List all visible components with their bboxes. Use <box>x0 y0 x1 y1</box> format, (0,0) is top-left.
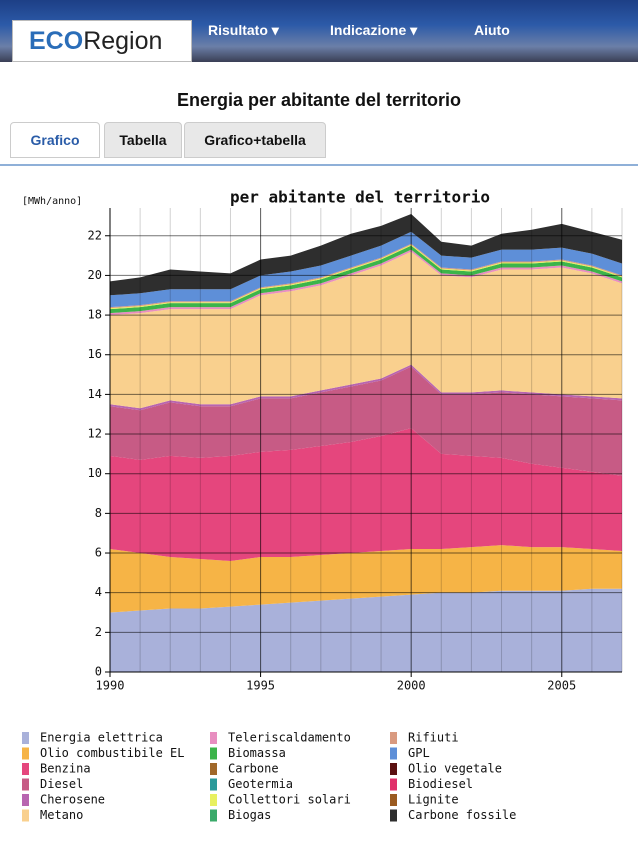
legend-swatch <box>22 763 29 775</box>
x-tick-label: 1995 <box>246 679 275 693</box>
legend-label: Energia elettrica <box>40 731 163 745</box>
legend-label: Olio combustibile EL <box>40 746 185 760</box>
app-header: ECORegion Risultato ▾ Indicazione ▾ Aiut… <box>0 0 638 62</box>
y-tick-label: 2 <box>95 625 102 639</box>
legend-swatch <box>390 779 397 791</box>
legend-swatch <box>210 810 217 822</box>
legend-label: Carbone fossile <box>408 808 516 822</box>
legend-swatch <box>390 810 397 822</box>
legend-label: Lignite <box>408 793 459 807</box>
legend-label: Biomassa <box>228 746 286 760</box>
chart-title: per abitante del territorio <box>230 188 490 207</box>
y-tick-label: 6 <box>95 546 102 560</box>
y-tick-label: 4 <box>95 585 102 599</box>
legend-label: Biodiesel <box>408 777 473 791</box>
y-tick-label: 20 <box>88 268 102 282</box>
page: {"header": {"logo_a": "ECO", "logo_b": "… <box>0 0 638 851</box>
y-tick-label: 8 <box>95 506 102 520</box>
legend-label: Teleriscaldamento <box>228 731 351 745</box>
legend-swatch <box>390 732 397 744</box>
legend-swatch <box>390 794 397 806</box>
legend-label: Collettori solari <box>228 793 351 807</box>
legend-swatch <box>22 810 29 822</box>
logo-eco: ECO <box>29 27 83 55</box>
legend-label: Metano <box>40 808 83 822</box>
legend-swatch <box>22 748 29 760</box>
y-tick-label: 22 <box>88 228 102 242</box>
legend-swatch <box>390 748 397 760</box>
divider <box>0 164 638 166</box>
x-tick-label: 2000 <box>397 679 426 693</box>
legend-swatch <box>22 779 29 791</box>
y-tick-label: 14 <box>88 387 102 401</box>
chart: [MWh/anno] per abitante del territorio 0… <box>0 170 638 851</box>
legend-swatch <box>210 779 217 791</box>
y-tick-label: 10 <box>88 466 102 480</box>
legend-label: Rifiuti <box>408 731 459 745</box>
plot-areas <box>110 214 622 672</box>
legend-swatch <box>210 794 217 806</box>
legend-swatch <box>390 763 397 775</box>
nav-menu[interactable]: Risultato ▾ <box>208 22 279 39</box>
legend-swatch <box>210 732 217 744</box>
y-tick-label: 12 <box>88 427 102 441</box>
logo[interactable]: ECORegion <box>12 20 192 62</box>
legend-swatch <box>22 794 29 806</box>
y-tick-label: 16 <box>88 347 102 361</box>
y-axis-label: [MWh/anno] <box>22 196 82 207</box>
x-tick-label: 2005 <box>547 679 576 693</box>
page-title: Energia per abitante del territorio <box>0 90 638 111</box>
legend-label: Olio vegetale <box>408 762 502 776</box>
tab[interactable]: Grafico <box>10 122 100 158</box>
legend-label: Biogas <box>228 808 271 822</box>
legend-label: Benzina <box>40 762 91 776</box>
nav-menu[interactable]: Aiuto <box>474 22 510 38</box>
legend-label: GPL <box>408 746 430 760</box>
legend-swatch <box>210 748 217 760</box>
y-tick-label: 18 <box>88 308 102 322</box>
tab[interactable]: Grafico+tabella <box>184 122 326 158</box>
legend-swatch <box>22 732 29 744</box>
x-tick-label: 1990 <box>96 679 125 693</box>
logo-region: Region <box>83 27 162 55</box>
legend-label: Geotermia <box>228 777 293 791</box>
legend-label: Diesel <box>40 777 83 791</box>
tab[interactable]: Tabella <box>104 122 182 158</box>
legend-label: Cherosene <box>40 793 105 807</box>
y-tick-label: 0 <box>95 665 102 679</box>
legend-swatch <box>210 763 217 775</box>
nav-menu[interactable]: Indicazione ▾ <box>330 22 417 39</box>
legend-label: Carbone <box>228 762 279 776</box>
